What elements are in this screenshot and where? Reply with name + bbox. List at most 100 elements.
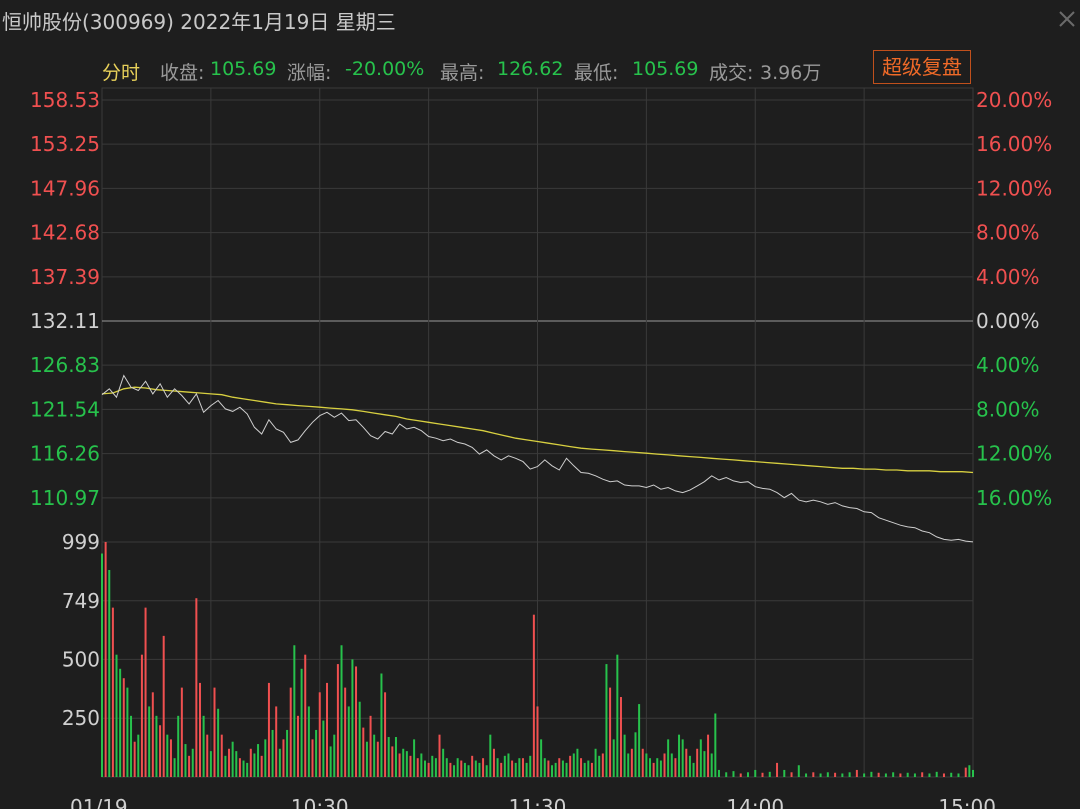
volume-bar: [427, 762, 430, 777]
price-tick-label: 137.39: [30, 265, 100, 289]
volume-bar: [739, 773, 742, 777]
volume-bar: [899, 773, 902, 777]
price-tick-label: 126.83: [30, 353, 100, 377]
price-tick-label: 132.11: [30, 309, 100, 333]
volume-bar: [282, 739, 285, 777]
volume-bar: [442, 748, 445, 777]
volume-bar: [188, 755, 191, 777]
volume-bar: [318, 692, 321, 777]
price-tick-label: 153.25: [30, 132, 100, 156]
volume-bar: [257, 744, 260, 777]
volume-bar: [819, 773, 822, 777]
volume-bar: [558, 758, 561, 777]
volume-bar: [369, 715, 372, 777]
volume-bar: [373, 734, 376, 777]
volume-bar: [641, 748, 644, 777]
volume-bar: [776, 762, 779, 777]
volume-bar: [198, 682, 201, 777]
volume-bar: [790, 772, 793, 777]
volume-bar: [122, 678, 125, 777]
volume-bar: [652, 762, 655, 777]
volume-bar: [405, 751, 408, 777]
volume-bar: [144, 607, 147, 777]
volume-bar: [685, 748, 688, 777]
volume-bar: [496, 758, 499, 777]
volume-bar: [717, 769, 720, 777]
volume-bar: [590, 762, 593, 777]
volume-bar: [169, 739, 172, 777]
volume-bar: [601, 753, 604, 777]
volume-bar: [812, 772, 815, 777]
volume-bar: [616, 654, 619, 777]
volume-bar: [380, 673, 383, 777]
volume-bar: [140, 654, 143, 777]
volume-bar: [870, 771, 873, 777]
volume-bar: [333, 734, 336, 777]
volume-bar: [580, 758, 583, 777]
percent-tick-label: 12.00%: [976, 442, 1052, 466]
volume-bar: [540, 739, 543, 777]
volume-bar: [296, 715, 299, 777]
chart-grid: [101, 87, 974, 778]
tab-intraday[interactable]: 分时: [102, 62, 141, 84]
volume-bar: [587, 760, 590, 777]
volume-bar: [670, 753, 673, 777]
volume-bar: [645, 753, 648, 777]
volume-bar: [474, 760, 477, 777]
volume-bar: [402, 748, 405, 777]
close-value: 105.69: [210, 58, 277, 80]
price-line: [101, 374, 974, 543]
volume-bar: [656, 758, 659, 777]
volume-bar: [551, 765, 554, 777]
volume-tick-label: 749: [62, 589, 100, 613]
percent-tick-label: 0.00%: [976, 309, 1040, 333]
percent-tick-label: 12.00%: [976, 176, 1052, 200]
volume-bar: [928, 773, 931, 777]
price-tick-label: 116.26: [30, 442, 100, 466]
close-icon[interactable]: [1052, 4, 1080, 32]
volume-bar: [678, 734, 681, 777]
volume-bar: [409, 755, 412, 777]
volume-bar: [177, 715, 180, 777]
time-tick-label: 01/19: [70, 795, 128, 809]
volume-bar: [681, 739, 684, 777]
volume-bar: [235, 751, 238, 777]
change-value: -20.00%: [345, 58, 425, 80]
volume-bar: [968, 765, 971, 777]
volume-bar: [500, 762, 503, 777]
volume-bar: [228, 748, 231, 777]
volume-bar: [260, 755, 263, 777]
volume-bar: [485, 765, 488, 777]
percent-tick-label: 8.00%: [976, 221, 1040, 245]
volume-bar: [529, 755, 532, 777]
percent-tick-label: 16.00%: [976, 486, 1052, 510]
volume-bar: [696, 748, 699, 777]
volume-bar: [206, 734, 209, 777]
volume-bar: [101, 553, 103, 777]
volume-bar: [434, 758, 437, 777]
volume-bar: [707, 734, 710, 777]
volume-bar: [267, 682, 270, 777]
volume-bar: [543, 758, 546, 777]
volume-bar: [423, 760, 426, 777]
volume-bar: [921, 772, 924, 777]
volume-bar: [699, 739, 702, 777]
volume-bar: [322, 720, 325, 777]
volume-bar: [376, 741, 379, 777]
super-review-button[interactable]: 超级复盘: [873, 50, 971, 84]
volume-bar: [111, 607, 114, 777]
volume-bar: [115, 654, 118, 777]
volume-bar: [841, 773, 844, 777]
volume-tick-label: 500: [62, 647, 100, 671]
volume-bar: [565, 762, 568, 777]
volume-bar: [253, 753, 256, 777]
volume-tick-label: 999: [62, 530, 100, 554]
volume-bar: [271, 729, 274, 777]
volume-bar: [202, 715, 205, 777]
volume-bar: [220, 734, 223, 777]
price-tick-label: 110.97: [30, 486, 100, 510]
volume-bar: [663, 753, 666, 777]
volume-bar: [195, 598, 198, 777]
volume-bar: [855, 769, 858, 777]
